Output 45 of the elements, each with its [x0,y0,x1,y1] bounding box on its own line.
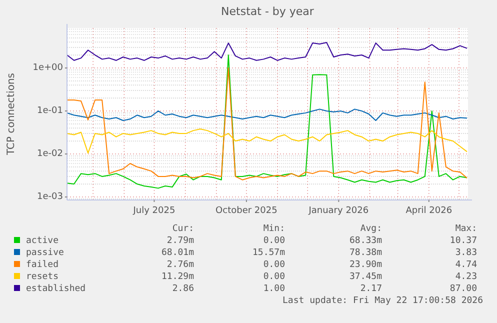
text: Max: [455,224,477,234]
text: 2.17 [360,284,382,294]
text: 2.76m [166,260,194,270]
line-series [66,67,468,180]
text: 0.00 [263,260,285,270]
text: 1.00 [263,284,285,294]
x-tick-label: April 2026 [406,206,452,216]
text: 87.00 [450,284,477,294]
legend-label: failed [26,260,59,270]
legend-label: passive [26,248,64,258]
text: 15.57m [252,248,285,258]
line-series [66,108,468,122]
x-tick-label: July 2025 [132,206,176,216]
text: Cur: [172,224,194,234]
chart-title: Netstat - by year [221,5,314,18]
text: 11.29m [161,272,194,282]
text: Min: [263,224,285,234]
text: 68.33m [349,236,382,246]
text: 4.74 [455,260,477,270]
text: 0.00 [263,272,285,282]
text: 2.86 [172,284,194,294]
y-tick-label: 1e-01 [37,106,63,116]
y-tick-label: 1e-02 [37,148,63,159]
x-tick-label: January 2026 [308,206,369,216]
text: 23.90m [349,260,382,270]
legend-label: established [26,284,86,294]
line-series [66,54,468,189]
text: 4.23 [455,272,477,282]
text: 0.00 [263,236,285,246]
x-tick-label: October 2025 [216,206,278,216]
y-tick-label: 1e+00 [32,62,64,73]
text: 78.38m [349,248,382,258]
text: 10.37 [450,236,477,246]
text: 68.01m [161,248,194,258]
text: Last update: Fri May 22 17:00:58 2026 [282,296,483,306]
y-tick-label: 1e-03 [37,192,63,202]
text: Avg: [360,224,382,234]
legend-label: active [26,236,59,246]
legend-label: resets [26,272,59,282]
text: 3.83 [455,248,477,258]
line-series [66,128,468,154]
line-series [66,42,468,61]
y-axis-title: TCP connections [6,72,17,156]
text: 37.45m [349,272,382,282]
text: 2.79m [166,236,194,246]
